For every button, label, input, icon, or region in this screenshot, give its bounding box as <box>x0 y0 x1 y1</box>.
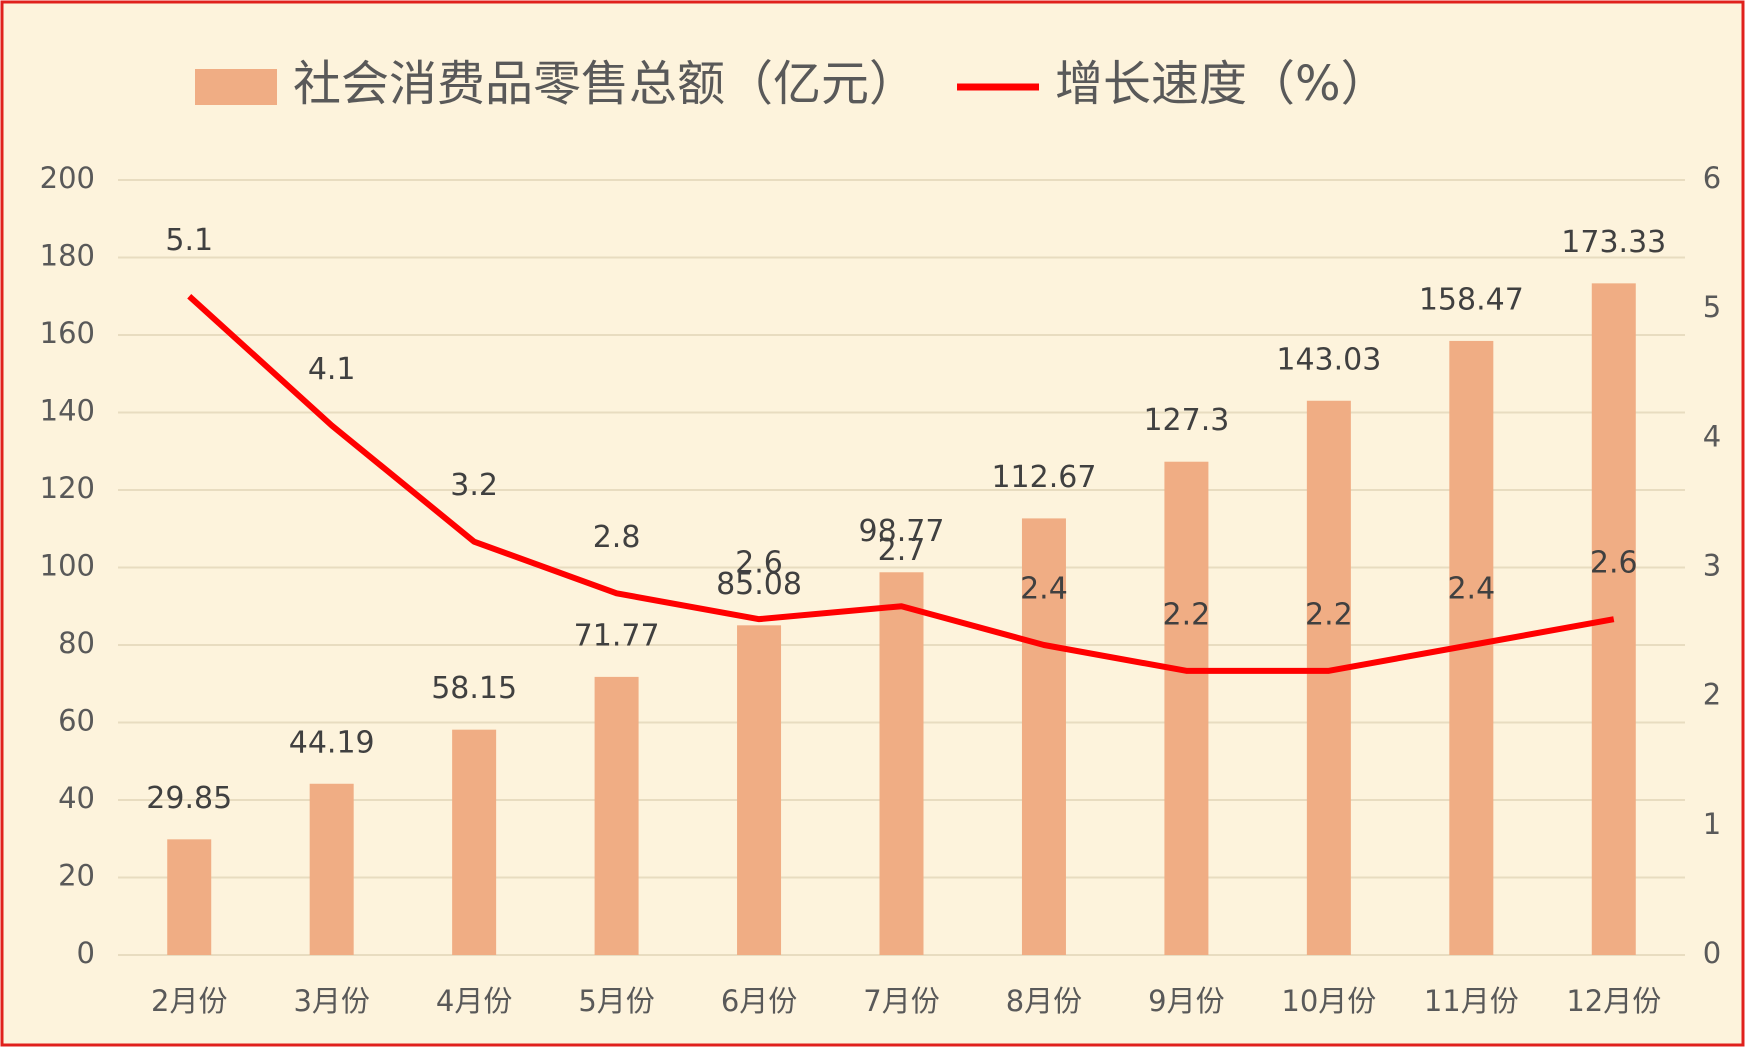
x-tick-label: 7月份 <box>863 984 939 1018</box>
y-tick-label: 40 <box>58 781 95 815</box>
data-label: 2.7 <box>878 533 926 568</box>
y2-tick-label: 4 <box>1703 419 1721 453</box>
x-tick-label: 2月份 <box>151 984 227 1018</box>
y2-tick-label: 5 <box>1703 290 1721 324</box>
bar <box>879 572 924 955</box>
line <box>187 294 1615 674</box>
data-label: 2.2 <box>1163 597 1211 632</box>
bar <box>452 729 497 955</box>
x-tick-label: 9月份 <box>1148 984 1224 1018</box>
x-tick-label: 4月份 <box>436 984 512 1018</box>
y-tick-label: 140 <box>40 394 95 428</box>
legend-label: 增长速度（%） <box>1055 56 1389 112</box>
x-tick-label: 3月份 <box>293 984 369 1018</box>
data-label: 29.85 <box>146 781 232 816</box>
y-tick-label: 200 <box>40 161 95 195</box>
bar <box>1164 461 1209 955</box>
x-tick-label: 11月份 <box>1424 984 1519 1018</box>
y-tick-label: 120 <box>40 471 95 505</box>
data-label: 2.4 <box>1447 572 1495 607</box>
data-label: 2.2 <box>1305 597 1353 632</box>
bar <box>594 676 639 955</box>
data-label: 127.3 <box>1143 403 1229 438</box>
data-label: 5.1 <box>165 223 213 258</box>
data-label: 85.08 <box>716 567 802 602</box>
data-label: 143.03 <box>1276 342 1381 377</box>
data-label: 4.1 <box>308 352 356 387</box>
data-label: 2.8 <box>593 520 641 555</box>
x-tick-label: 5月份 <box>578 984 654 1018</box>
data-label: 158.47 <box>1419 282 1524 317</box>
data-label: 44.19 <box>289 725 375 760</box>
data-label: 2.6 <box>735 546 783 581</box>
data-label: 58.15 <box>431 671 517 706</box>
y-tick-label: 100 <box>40 549 95 583</box>
y-tick-label: 0 <box>77 936 95 970</box>
x-tick-label: 12月份 <box>1566 984 1661 1018</box>
y2-tick-label: 0 <box>1703 936 1721 970</box>
legend-swatch <box>195 69 277 105</box>
data-label: 2.6 <box>1590 546 1638 581</box>
x-tick-label: 10月份 <box>1281 984 1376 1018</box>
bar <box>1021 518 1066 955</box>
x-tick-label: 8月份 <box>1006 984 1082 1018</box>
y2-tick-label: 1 <box>1703 807 1721 841</box>
y-tick-label: 80 <box>58 626 95 660</box>
bar <box>1306 400 1351 955</box>
legend-label: 社会消费品零售总额（亿元） <box>293 56 917 112</box>
y-tick-label: 180 <box>40 239 95 273</box>
data-label: 2.4 <box>1020 572 1068 607</box>
y2-tick-label: 2 <box>1703 678 1721 712</box>
x-tick-label: 6月份 <box>721 984 797 1018</box>
y-tick-label: 60 <box>58 704 95 738</box>
bar <box>737 625 782 955</box>
y2-tick-label: 6 <box>1703 161 1721 195</box>
data-label: 112.67 <box>991 460 1096 495</box>
data-label: 98.77 <box>859 514 945 549</box>
data-label: 3.2 <box>450 468 498 503</box>
bar <box>167 839 212 955</box>
y2-tick-label: 3 <box>1703 549 1721 583</box>
y-tick-label: 160 <box>40 316 95 350</box>
data-label: 71.77 <box>574 618 660 653</box>
y-tick-label: 20 <box>58 859 95 893</box>
data-label: 173.33 <box>1561 225 1666 260</box>
bar <box>309 783 354 955</box>
